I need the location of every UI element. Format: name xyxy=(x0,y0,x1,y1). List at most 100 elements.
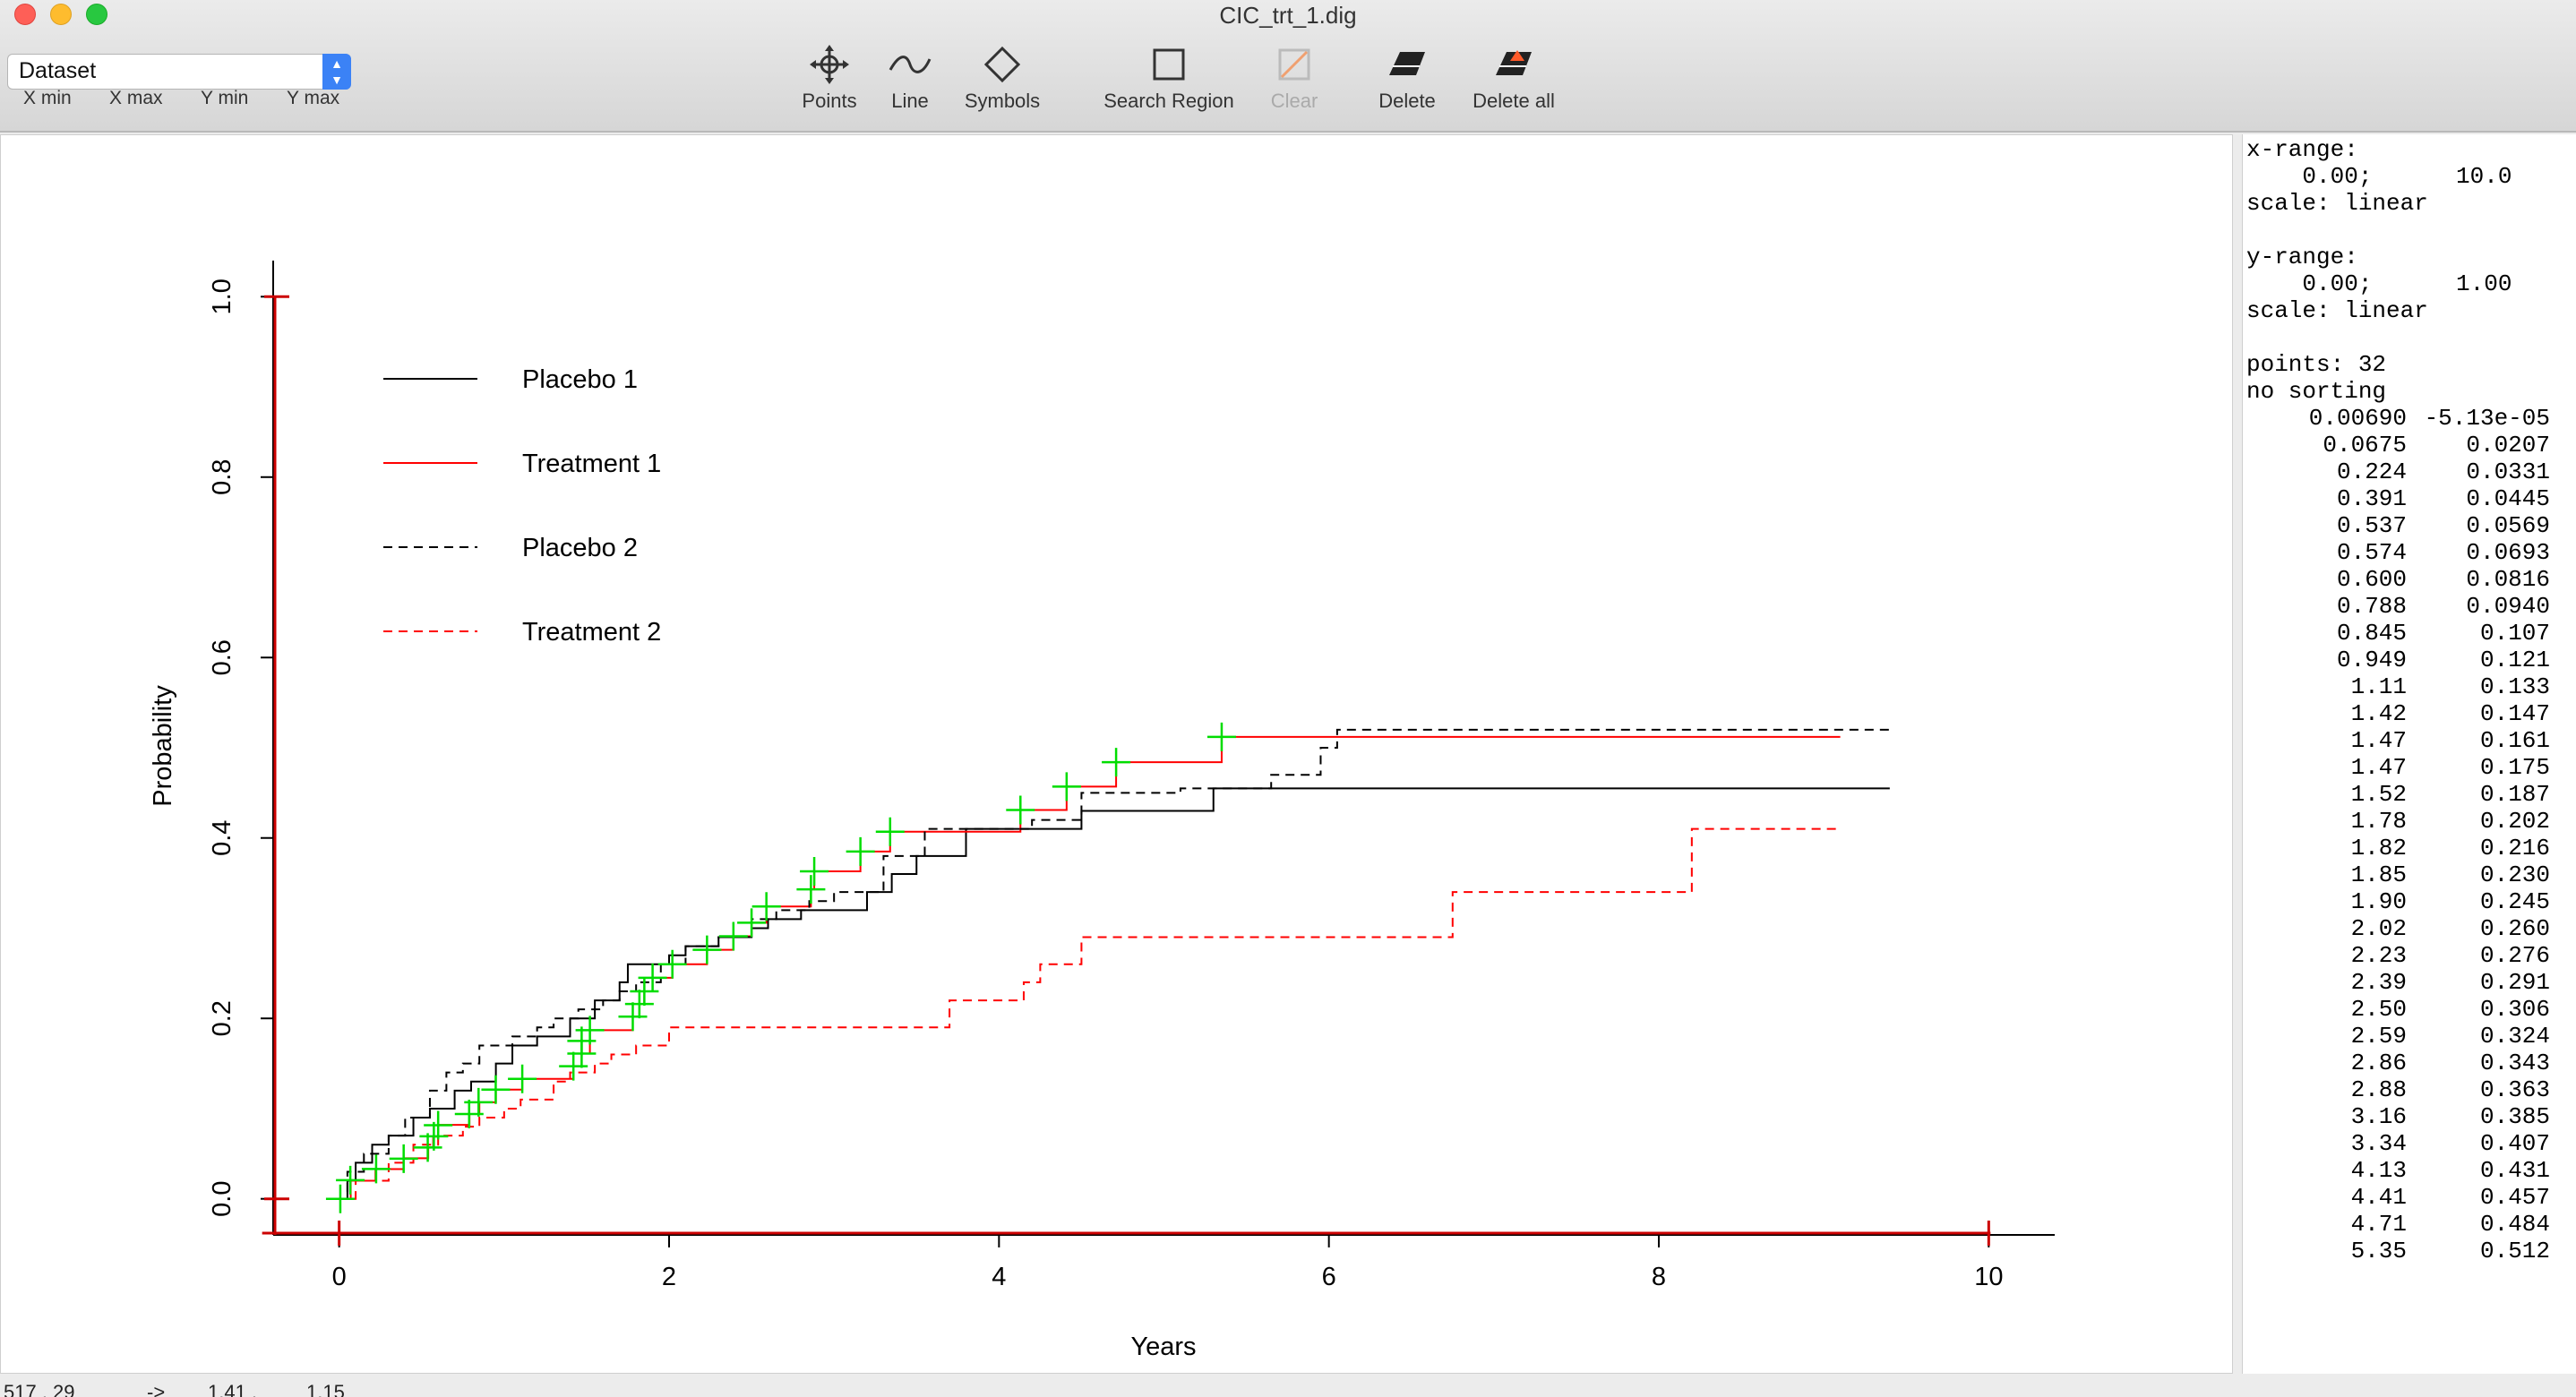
dataset-stepper-icon[interactable]: ▲ ▼ xyxy=(322,54,351,90)
wave-line-icon xyxy=(889,56,932,73)
x-max-button[interactable]: X max xyxy=(109,88,163,108)
x-tick-label: 6 xyxy=(1322,1263,1336,1291)
point-x-value: 4.41 xyxy=(2350,1184,2407,1211)
eraser-icon xyxy=(1389,52,1425,75)
series-line-treatment-1 xyxy=(339,735,1841,1200)
sorting-mode: no sorting xyxy=(2246,378,2387,405)
digitized-point xyxy=(800,857,829,887)
digitized-point xyxy=(424,1110,453,1140)
point-y-value: 0.260 xyxy=(2479,915,2550,942)
point-y-value: 0.324 xyxy=(2479,1023,2550,1050)
point-x-value: 3.34 xyxy=(2350,1130,2407,1157)
legend-label: Placebo 1 xyxy=(522,365,638,394)
status-bar: 517 , 29 -> 1.41 , 1.15 xyxy=(0,1374,2576,1397)
point-y-value: 0.0445 xyxy=(2466,485,2550,512)
window-toolbar: CIC_trt_1.dig Dataset ▲ ▼ X min X max Y m… xyxy=(0,0,2576,133)
y-tick-label: 0.2 xyxy=(208,1000,236,1036)
legend-label: Treatment 2 xyxy=(522,618,661,647)
window-title: CIC_trt_1.dig xyxy=(1219,2,1357,29)
minimize-window-button[interactable] xyxy=(50,4,72,25)
point-x-value: 0.391 xyxy=(2336,485,2407,512)
point-x-value: 1.47 xyxy=(2350,754,2407,781)
delete-button[interactable]: Delete xyxy=(1340,43,1474,113)
point-x-value: 2.86 xyxy=(2350,1050,2407,1076)
point-x-value: 2.88 xyxy=(2350,1076,2407,1103)
digitized-point xyxy=(638,963,667,992)
chart-svg: 0 2 4 6 8 10 0.0 0.2 0.4 0.6 0.8 1.0 Placebo 1 Treat… xyxy=(149,261,2055,1361)
digitized-point xyxy=(481,1075,511,1104)
point-x-value: 2.59 xyxy=(2350,1023,2407,1050)
point-y-value: 0.245 xyxy=(2479,888,2550,915)
clear-label: Clear xyxy=(1270,90,1318,112)
digitized-point xyxy=(325,1184,355,1213)
point-y-value: 0.385 xyxy=(2479,1103,2550,1130)
point-x-value: 1.11 xyxy=(2350,673,2407,700)
digitized-point xyxy=(559,1051,588,1081)
point-y-value: 0.343 xyxy=(2479,1050,2550,1076)
legend-label: Treatment 1 xyxy=(522,450,661,478)
x-range-values: 0.00; 10.0 xyxy=(2246,163,2512,190)
digitized-point xyxy=(630,977,659,1006)
point-x-value: 0.788 xyxy=(2336,593,2407,620)
line-tool-button[interactable]: Line xyxy=(843,43,977,113)
symbols-tool-label: Symbols xyxy=(964,90,1041,112)
point-y-value: 0.306 xyxy=(2479,996,2550,1023)
x-axis-label: Years xyxy=(1130,1333,1196,1361)
digitized-point xyxy=(419,1121,449,1151)
clear-button[interactable]: Clear xyxy=(1227,43,1361,113)
x-tick-label: 10 xyxy=(1974,1263,2003,1291)
point-x-value: 4.71 xyxy=(2350,1211,2407,1238)
dataset-selected-value: Dataset xyxy=(19,58,97,83)
series-line-placebo-1 xyxy=(339,787,1890,1200)
point-y-value: 0.0816 xyxy=(2466,566,2550,593)
point-x-value: 1.82 xyxy=(2350,835,2407,861)
digitized-point xyxy=(413,1133,442,1162)
digitized-point xyxy=(1006,795,1035,825)
y-max-button[interactable]: Y max xyxy=(287,88,340,108)
point-y-value: 0.457 xyxy=(2479,1184,2550,1211)
close-window-button[interactable] xyxy=(14,4,36,25)
info-panel: x-range: 0.00; 10.0 scale: linear y-rang… xyxy=(2242,134,2576,1397)
point-y-value: 0.291 xyxy=(2479,969,2550,996)
point-x-value: 5.35 xyxy=(2350,1238,2407,1264)
delete-all-button[interactable]: Delete all xyxy=(1447,43,1581,113)
dataset-select[interactable]: Dataset ▲ ▼ xyxy=(7,54,351,90)
digitized-point xyxy=(464,1087,494,1117)
point-y-value: 0.175 xyxy=(2479,754,2550,781)
point-y-value: 0.230 xyxy=(2479,861,2550,888)
point-x-value: 0.0675 xyxy=(2323,432,2407,459)
y-tick-label: 0.6 xyxy=(208,639,236,675)
series-line-placebo-2 xyxy=(339,728,1890,1200)
digitized-point xyxy=(361,1154,391,1184)
digitized-point xyxy=(336,1165,365,1195)
point-x-value: 1.90 xyxy=(2350,888,2407,915)
square-icon xyxy=(1153,48,1185,81)
digitized-point xyxy=(624,990,654,1019)
digitized-point xyxy=(718,921,748,951)
symbols-tool-button[interactable]: Symbols xyxy=(935,43,1069,113)
x-range-label: x-range: xyxy=(2246,136,2358,163)
digitized-point xyxy=(1102,748,1131,777)
y-range-values: 0.00; 1.00 xyxy=(2246,270,2512,297)
search-region-button[interactable]: Search Region xyxy=(1102,43,1236,113)
y-min-button[interactable]: Y min xyxy=(201,88,249,108)
point-x-value: 2.02 xyxy=(2350,915,2407,942)
digitized-point xyxy=(567,1026,597,1056)
point-y-value: 0.431 xyxy=(2479,1157,2550,1184)
y-tick-label: 0.4 xyxy=(208,820,236,856)
line-tool-label: Line xyxy=(891,90,929,112)
x-min-button[interactable]: X min xyxy=(23,88,72,108)
crosshair-move-icon xyxy=(810,45,849,84)
points-tool-button[interactable]: Points xyxy=(762,43,897,113)
point-x-value: 0.537 xyxy=(2336,512,2407,539)
cursor-value-x: 1.41 , xyxy=(208,1381,258,1397)
point-x-value: 0.845 xyxy=(2336,620,2407,647)
zoom-window-button[interactable] xyxy=(86,4,107,25)
y-tick-label: 0.8 xyxy=(208,459,236,495)
legend-label: Placebo 2 xyxy=(522,534,638,562)
digitized-point xyxy=(692,935,722,964)
point-y-value: 0.0940 xyxy=(2466,593,2550,620)
point-x-value: 0.949 xyxy=(2336,647,2407,673)
eraser-all-icon xyxy=(1496,50,1532,75)
digitizer-canvas[interactable]: 0 2 4 6 8 10 0.0 0.2 0.4 0.6 0.8 1.0 Placebo 1 Treat… xyxy=(0,134,2233,1374)
